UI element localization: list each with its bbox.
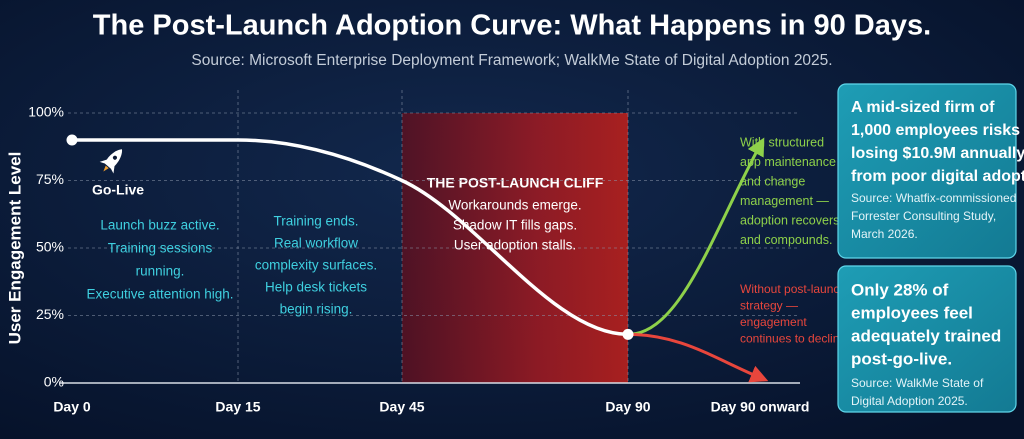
cliff-title: THE POST-LAUNCH CLIFF — [427, 175, 604, 191]
annotation-line: adoption recovers — [740, 213, 839, 227]
annotation-line: Workarounds emerge. — [448, 198, 581, 213]
x-tick-label: Day 45 — [379, 399, 424, 415]
annotation-line: Source: Whatfix-commissioned — [851, 191, 1016, 205]
y-tick-label: 0% — [44, 374, 64, 390]
annotation-line: With structured — [740, 135, 824, 149]
annotation-line: Source: WalkMe State of — [851, 376, 984, 390]
y-tick-label: 25% — [36, 306, 64, 322]
annotation-line: complexity surfaces. — [255, 258, 377, 273]
annotation-line: A mid-sized firm of — [851, 99, 995, 116]
annotation-line: running. — [136, 264, 185, 279]
data-line — [70, 138, 630, 337]
annotation-line: employees feel — [851, 303, 973, 322]
stat-card — [837, 83, 1017, 259]
annotation-line: continues to decline. — [740, 332, 849, 346]
annotation-line: Digital Adoption 2025. — [851, 394, 968, 408]
annotation-line: post-go-live. — [851, 349, 952, 368]
x-tick-label: Day 90 — [605, 399, 650, 415]
annotation-line: Real workflow — [274, 236, 358, 251]
annotation-line: Forrester Consulting Study, — [851, 209, 996, 223]
annotation-line: adequately trained — [851, 326, 1001, 345]
annotation-line: engagement — [740, 315, 807, 329]
x-tick-label: Day 90 onward — [711, 399, 810, 415]
y-tick-label: 75% — [36, 171, 64, 187]
annotation-line: March 2026. — [851, 227, 918, 241]
data-line — [626, 137, 765, 336]
rocket-icon — [99, 149, 123, 174]
stat-card — [837, 265, 1017, 413]
go-live-label: Go-Live — [92, 182, 144, 198]
annotation-line: strategy — — [740, 299, 798, 313]
annotation-line: Only 28% of — [851, 280, 949, 299]
x-tick-label: Day 0 — [53, 399, 91, 415]
x-tick-label: Day 15 — [215, 399, 260, 415]
annotation-line: User adoption stalls. — [454, 238, 576, 253]
annotation-line: Without post-launch — [740, 282, 846, 296]
annotation-line: 1,000 employees risks — [851, 122, 1020, 139]
annotation-line: losing $10.9M annually — [851, 145, 1024, 162]
annotation-line: Launch buzz active. — [100, 218, 219, 233]
data-point — [622, 328, 634, 340]
annotation-line: management — — [740, 194, 829, 208]
data-line — [626, 332, 769, 383]
annotation-line: and change — [740, 174, 805, 188]
annotation-line: Help desk tickets — [265, 280, 367, 295]
y-tick-label: 50% — [36, 239, 64, 255]
annotation-line: from poor digital adoption. — [851, 168, 1024, 185]
annotation-line: begin rising. — [280, 302, 353, 317]
title: The Post-Launch Adoption Curve: What Hap… — [93, 10, 931, 42]
y-axis-label: User Engagement Level — [5, 152, 24, 345]
subtitle: Source: Microsoft Enterprise Deployment … — [191, 52, 832, 69]
y-tick-label: 100% — [28, 104, 64, 120]
data-point — [66, 134, 78, 146]
annotation-line: Training ends. — [273, 214, 358, 229]
annotation-line: app maintenance — [740, 155, 836, 169]
annotation-line: and compounds. — [740, 233, 832, 247]
annotation-line: Shadow IT fills gaps. — [453, 218, 577, 233]
annotation-line: Training sessions — [108, 241, 213, 256]
annotation-line: Executive attention high. — [86, 287, 233, 302]
